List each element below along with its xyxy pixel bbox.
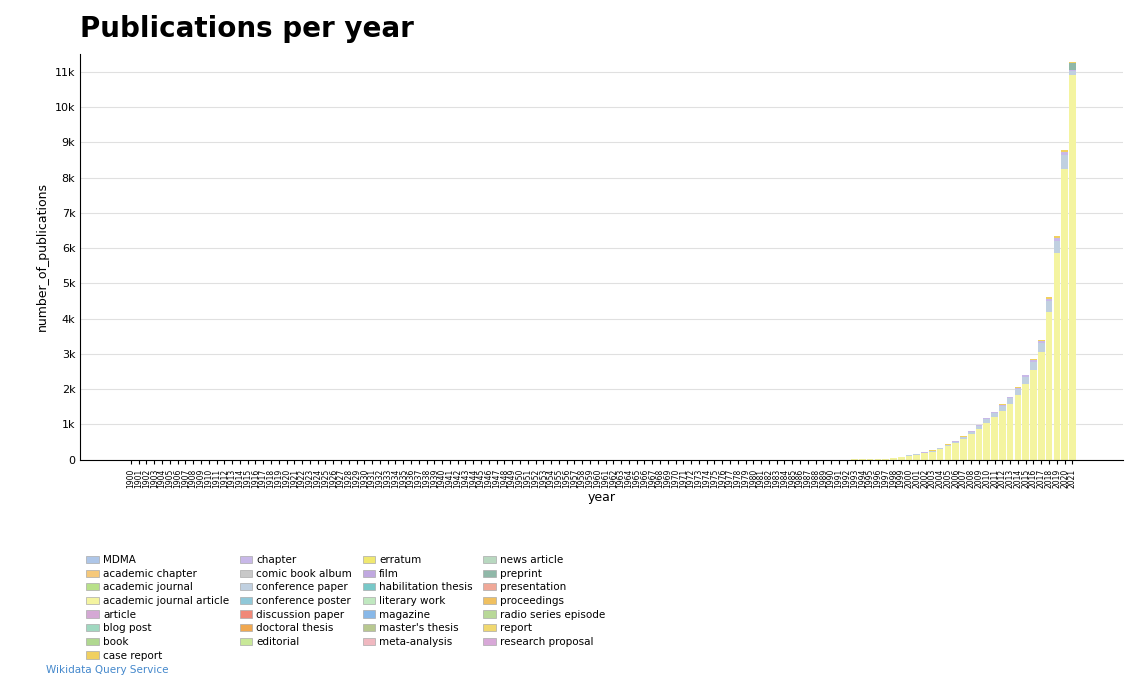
Bar xyxy=(1014,389,1021,395)
Bar xyxy=(991,412,998,413)
Bar xyxy=(960,437,967,439)
Bar xyxy=(1053,254,1060,460)
Bar xyxy=(1030,359,1037,360)
Bar xyxy=(1007,397,1013,398)
Bar xyxy=(1053,241,1060,254)
Bar xyxy=(999,411,1006,460)
Bar xyxy=(944,446,951,460)
Bar xyxy=(975,426,982,429)
Legend: MDMA, academic chapter, academic journal, academic journal article, article, blo: MDMA, academic chapter, academic journal… xyxy=(86,554,606,662)
Bar xyxy=(952,441,959,443)
Bar xyxy=(1045,299,1052,301)
Bar xyxy=(1022,375,1029,377)
Bar xyxy=(999,405,1006,406)
Bar xyxy=(1030,370,1037,460)
Bar xyxy=(1038,340,1044,341)
Bar xyxy=(921,454,928,460)
Bar xyxy=(983,418,990,419)
Bar xyxy=(975,429,982,460)
Bar xyxy=(999,406,1006,411)
Bar xyxy=(983,422,990,460)
Bar xyxy=(882,459,889,460)
Bar xyxy=(1030,360,1037,362)
Bar xyxy=(1045,312,1052,460)
Bar xyxy=(1045,297,1052,299)
Bar xyxy=(952,443,959,460)
Bar xyxy=(929,451,935,452)
Bar xyxy=(1038,341,1044,343)
Bar xyxy=(991,413,998,417)
Bar xyxy=(1061,169,1068,460)
Bar xyxy=(929,452,935,460)
Bar xyxy=(898,457,904,460)
Bar xyxy=(1061,155,1068,169)
Bar xyxy=(968,434,974,460)
Bar xyxy=(1007,404,1013,460)
Bar xyxy=(1007,398,1013,404)
Bar xyxy=(936,448,943,449)
Bar xyxy=(1014,395,1021,460)
Bar xyxy=(999,404,1006,405)
Bar xyxy=(983,419,990,422)
Bar xyxy=(1069,70,1076,71)
Bar xyxy=(991,417,998,460)
Bar xyxy=(1022,384,1029,460)
Bar xyxy=(890,458,896,460)
Bar xyxy=(905,456,912,460)
Bar xyxy=(1053,238,1060,241)
Bar xyxy=(913,455,920,460)
Bar xyxy=(1014,388,1021,389)
Bar xyxy=(1022,377,1029,384)
Y-axis label: number_of_publications: number_of_publications xyxy=(37,183,49,331)
Bar xyxy=(1030,362,1037,370)
Bar xyxy=(944,445,951,446)
Bar xyxy=(1069,71,1076,75)
Bar xyxy=(1061,149,1068,152)
Bar xyxy=(1045,301,1052,312)
Text: Publications per year: Publications per year xyxy=(80,16,414,43)
Bar xyxy=(1069,63,1076,70)
Text: Wikidata Query Service: Wikidata Query Service xyxy=(46,665,168,675)
Bar xyxy=(1053,237,1060,238)
Bar xyxy=(960,439,967,460)
Bar xyxy=(936,449,943,460)
Bar xyxy=(968,432,974,434)
Bar xyxy=(1038,352,1044,460)
Bar xyxy=(1038,343,1044,352)
Bar xyxy=(1069,62,1076,63)
Bar xyxy=(1061,152,1068,155)
Bar xyxy=(1014,387,1021,388)
Bar xyxy=(975,425,982,426)
Bar xyxy=(1069,75,1076,460)
X-axis label: year: year xyxy=(588,491,615,504)
